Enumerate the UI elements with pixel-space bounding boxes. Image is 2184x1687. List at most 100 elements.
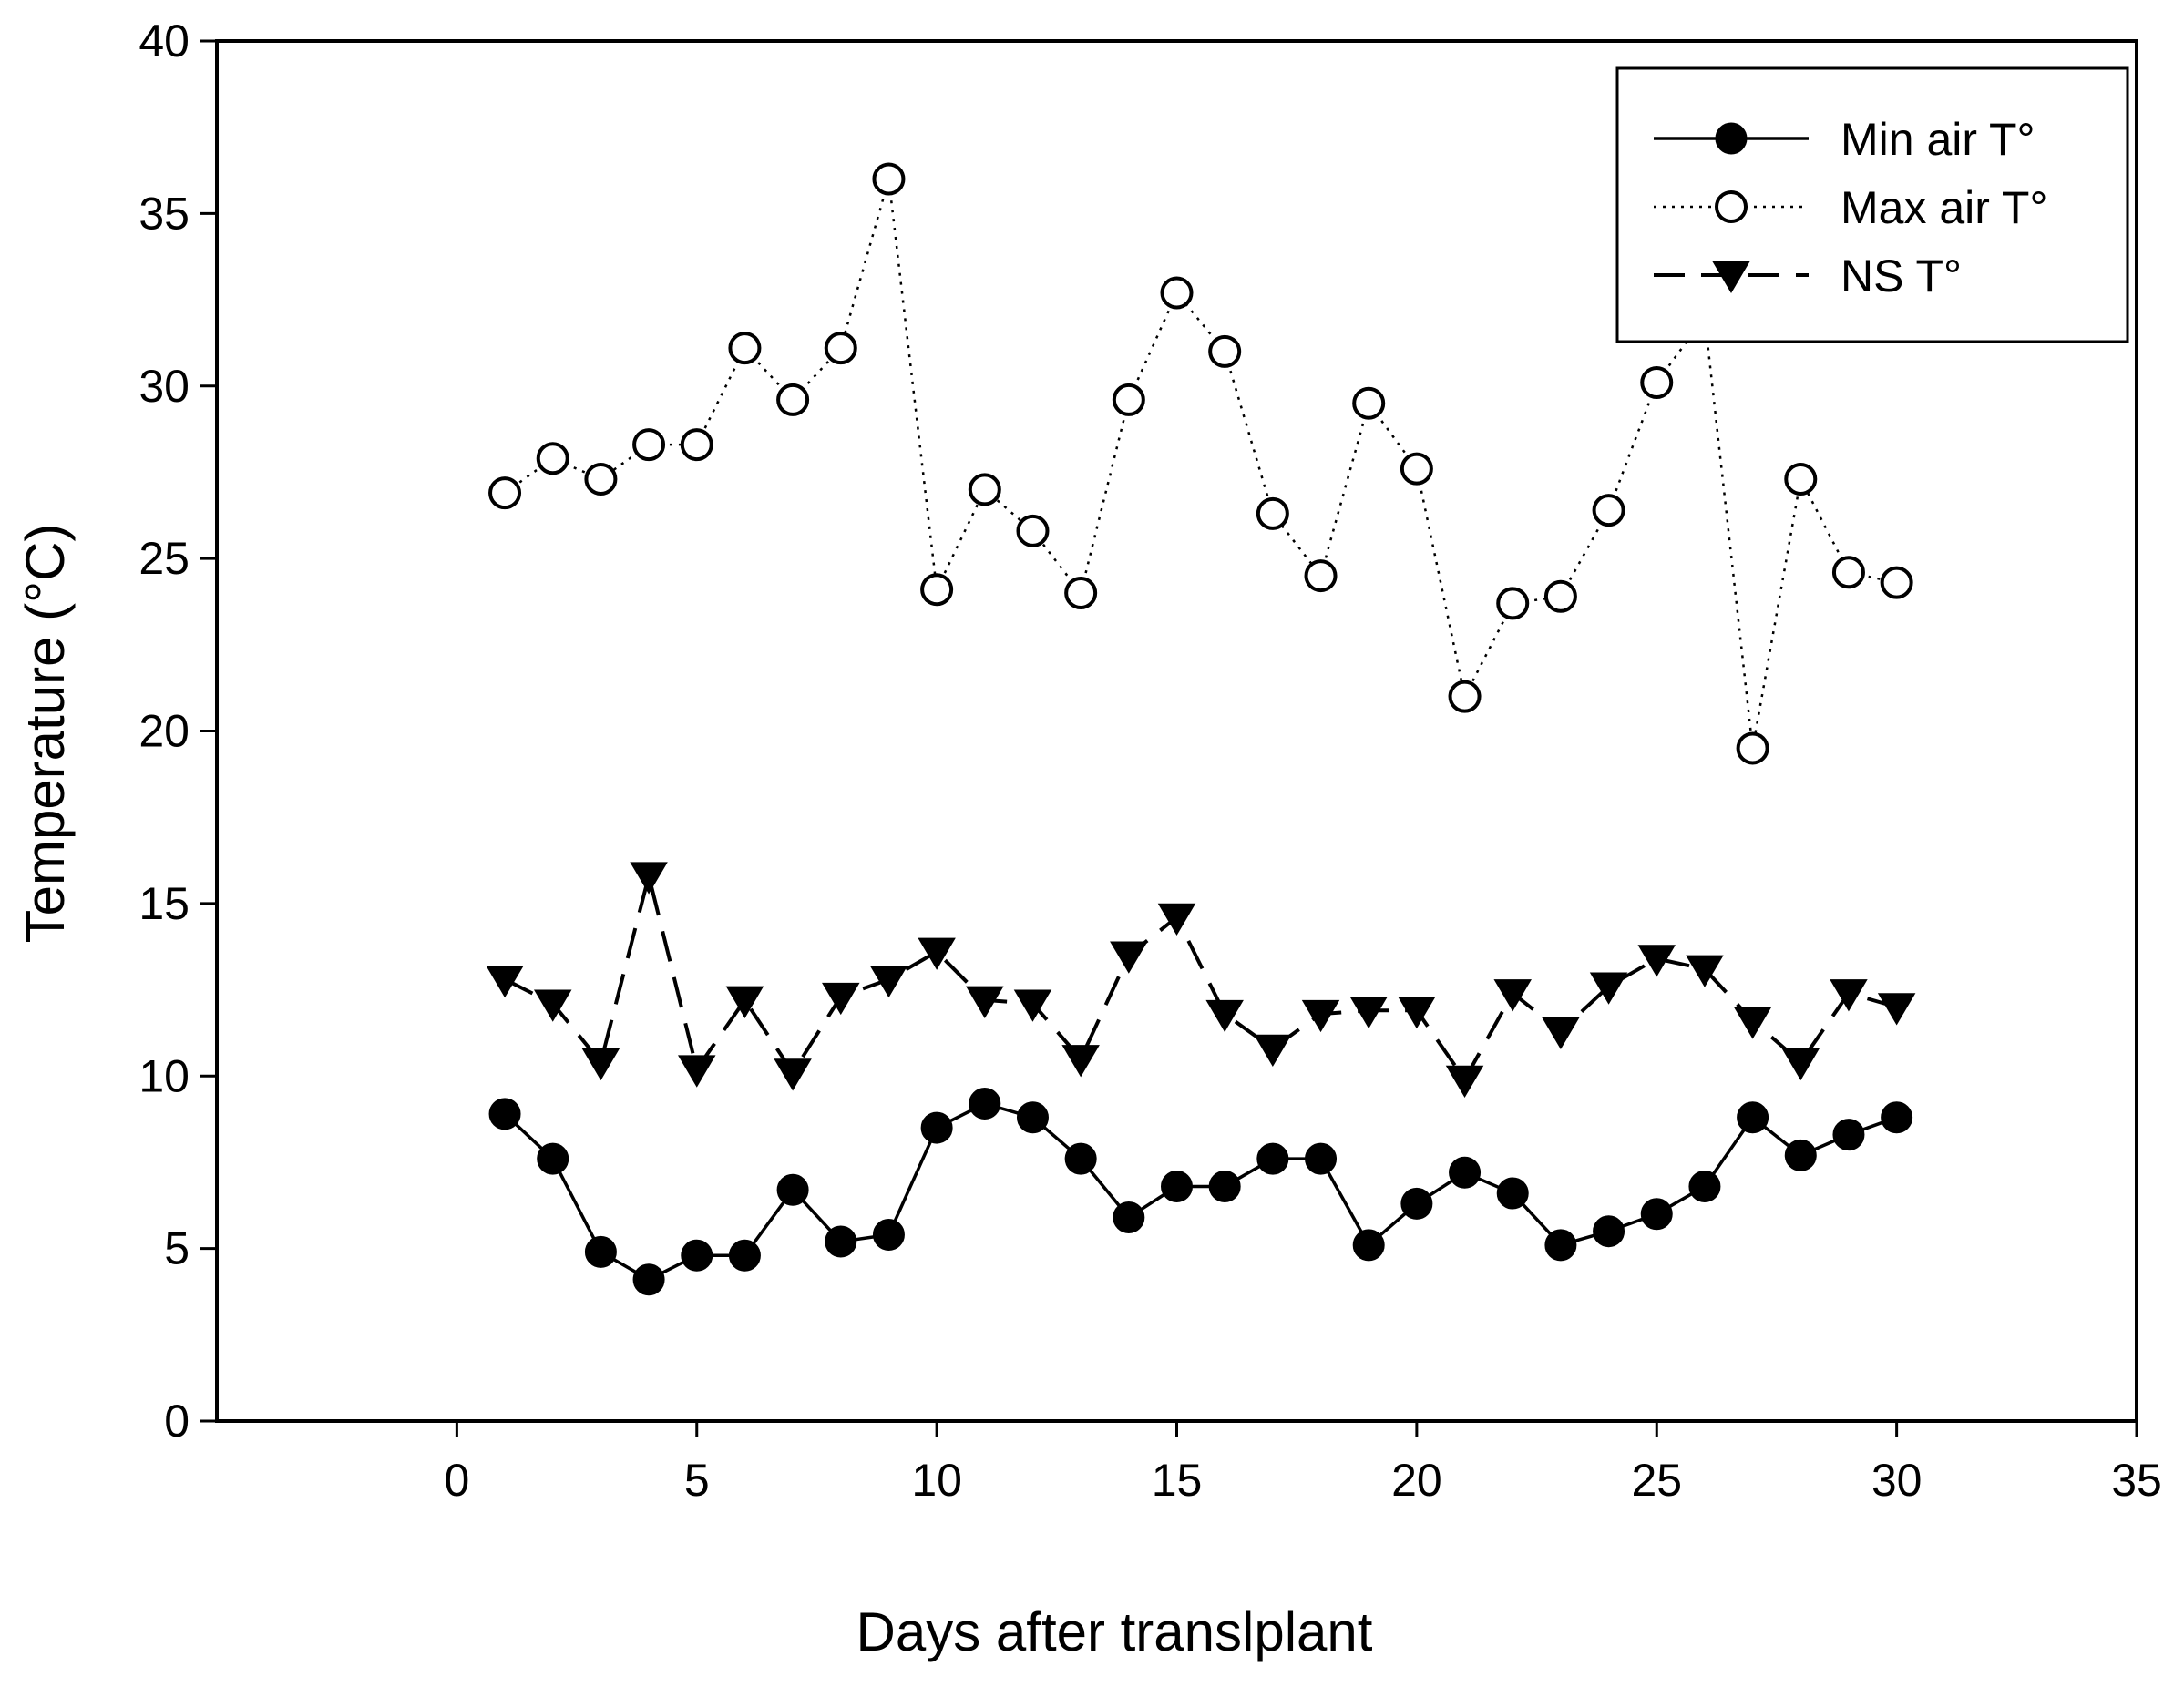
x-tick-label: 25	[1631, 1455, 1682, 1506]
y-tick-label: 15	[138, 878, 190, 929]
legend-label: NS T°	[1841, 250, 1962, 302]
series-layer	[486, 162, 1916, 1296]
legend-box	[1615, 66, 2129, 343]
data-point	[1161, 1170, 1193, 1202]
data-point	[1830, 979, 1868, 1012]
x-tick-label: 20	[1391, 1455, 1442, 1506]
data-point	[488, 1098, 521, 1130]
data-point	[678, 1055, 716, 1088]
data-point	[1686, 955, 1724, 987]
data-point	[1113, 1201, 1145, 1234]
data-point	[872, 1218, 905, 1251]
data-point	[1448, 680, 1482, 713]
data-point	[968, 473, 1001, 506]
data-point	[1398, 997, 1436, 1029]
x-tick-label: 35	[2111, 1455, 2162, 1506]
data-point	[1256, 1142, 1289, 1175]
x-axis-title: Days after translplant	[856, 1601, 1373, 1662]
data-point	[1688, 1170, 1721, 1202]
data-point	[533, 989, 572, 1022]
data-point	[1784, 1139, 1817, 1171]
data-point	[1110, 941, 1148, 974]
legend-label: Max air T°	[1841, 182, 2047, 233]
plot-frame	[215, 39, 2138, 1423]
legend: Min air T° Max air T° NS T°	[1615, 66, 2129, 343]
data-point	[630, 862, 668, 895]
data-point	[1640, 1198, 1673, 1231]
data-point	[1781, 1048, 1820, 1081]
data-point	[1592, 494, 1625, 527]
data-point	[728, 1239, 761, 1272]
data-point	[1256, 496, 1289, 530]
data-point	[725, 986, 764, 1018]
y-tick-label: 30	[138, 361, 190, 412]
data-point	[1352, 1229, 1385, 1262]
data-point	[1254, 1034, 1292, 1067]
data-point	[1016, 1101, 1049, 1134]
legend-marker	[1715, 122, 1748, 155]
data-point	[1064, 1142, 1097, 1175]
y-tick-label: 25	[138, 533, 190, 584]
data-point	[969, 1088, 1001, 1120]
data-point	[681, 1239, 713, 1272]
y-tick-label: 5	[164, 1223, 190, 1274]
data-point	[1400, 452, 1433, 486]
data-point	[1637, 945, 1676, 977]
legend-marker	[1715, 190, 1748, 223]
data-point	[1543, 579, 1577, 613]
data-point	[825, 1225, 857, 1258]
data-point	[584, 1235, 617, 1268]
data-point	[1305, 1142, 1338, 1175]
data-point	[632, 428, 666, 462]
y-tick-label: 0	[164, 1396, 190, 1447]
data-point	[1208, 334, 1242, 368]
x-tick-label: 10	[911, 1455, 962, 1506]
data-point	[774, 1058, 812, 1091]
y-tick-label: 10	[138, 1050, 190, 1101]
data-point	[632, 1263, 665, 1296]
data-point	[1544, 1229, 1577, 1262]
data-point	[1496, 587, 1530, 620]
series-0	[488, 1088, 1913, 1296]
data-point	[920, 1111, 953, 1144]
data-point	[776, 383, 810, 416]
data-point	[1493, 979, 1532, 1012]
data-point	[966, 986, 1004, 1018]
data-point	[1160, 276, 1194, 310]
data-point	[1205, 999, 1244, 1033]
data-point	[776, 1173, 809, 1206]
data-point	[1831, 556, 1865, 589]
data-point	[1208, 1170, 1241, 1202]
data-point	[1157, 903, 1196, 936]
data-point	[486, 965, 524, 998]
data-point	[584, 463, 618, 496]
data-point	[1784, 463, 1818, 496]
data-point	[920, 573, 954, 607]
y-axis-title: Temperature (°C)	[15, 524, 76, 944]
data-point	[918, 937, 956, 970]
data-point	[1352, 386, 1386, 420]
data-point	[728, 332, 762, 365]
y-tick-label: 40	[138, 15, 190, 66]
data-point	[1304, 559, 1338, 593]
data-point	[1400, 1187, 1433, 1220]
y-axis-ticks: 0 5 10 15 20 25 30 35 40	[138, 15, 217, 1447]
series-1	[488, 162, 1913, 765]
x-axis-ticks: 0 5 10 15 20 25 30 35	[444, 1421, 2162, 1506]
y-tick-label: 35	[138, 188, 190, 239]
data-point	[1542, 1017, 1580, 1050]
data-point	[1112, 383, 1145, 416]
series-2	[486, 862, 1916, 1099]
data-point	[1349, 997, 1388, 1029]
data-point	[1061, 1045, 1100, 1078]
data-point	[1013, 989, 1052, 1022]
data-point	[488, 476, 522, 510]
legend-marker	[1712, 261, 1750, 294]
data-point	[537, 1142, 569, 1175]
data-point	[872, 162, 906, 196]
data-point	[1877, 993, 1916, 1026]
data-point	[1496, 1177, 1529, 1210]
data-point	[581, 1048, 620, 1081]
x-tick-label: 30	[1871, 1455, 1923, 1506]
